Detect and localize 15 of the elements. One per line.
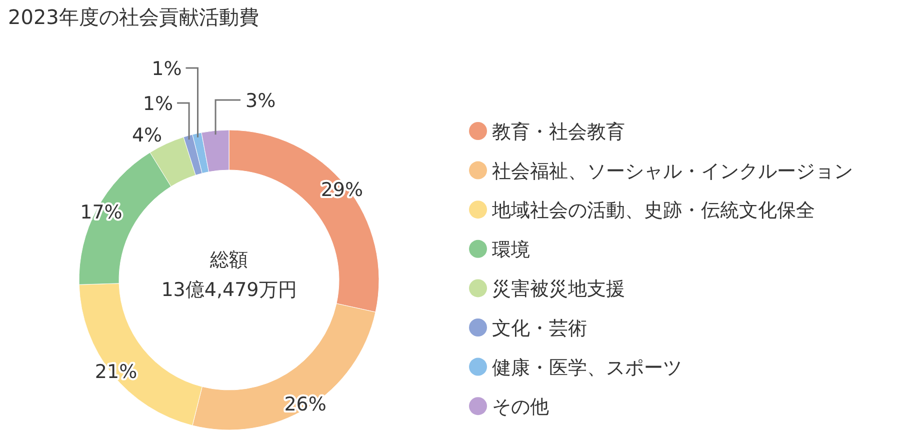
data-label: 3% — [246, 90, 276, 112]
legend-label: 環境 — [492, 238, 530, 261]
chart-title: 2023年度の社会貢献活動費 — [8, 5, 259, 29]
legend-label: その他 — [492, 396, 549, 418]
text: 13億4,479万円 — [161, 279, 297, 301]
legend-label: 健康・医学、スポーツ — [492, 356, 682, 379]
legend-label: 社会福祉、ソーシャル・インクルージョン — [492, 160, 853, 182]
legend-label: 地域社会の活動、史跡・伝統文化保全 — [491, 200, 815, 222]
data-label: 1% — [152, 58, 182, 80]
legend-label: 災害被災地支援 — [492, 278, 625, 300]
legend-label: 教育・社会教育 — [492, 121, 625, 143]
data-label: 4% — [132, 124, 162, 147]
data-label: 1% — [142, 93, 174, 115]
text: 総額 — [209, 249, 248, 271]
legend-label: 文化・芸術 — [492, 318, 587, 340]
